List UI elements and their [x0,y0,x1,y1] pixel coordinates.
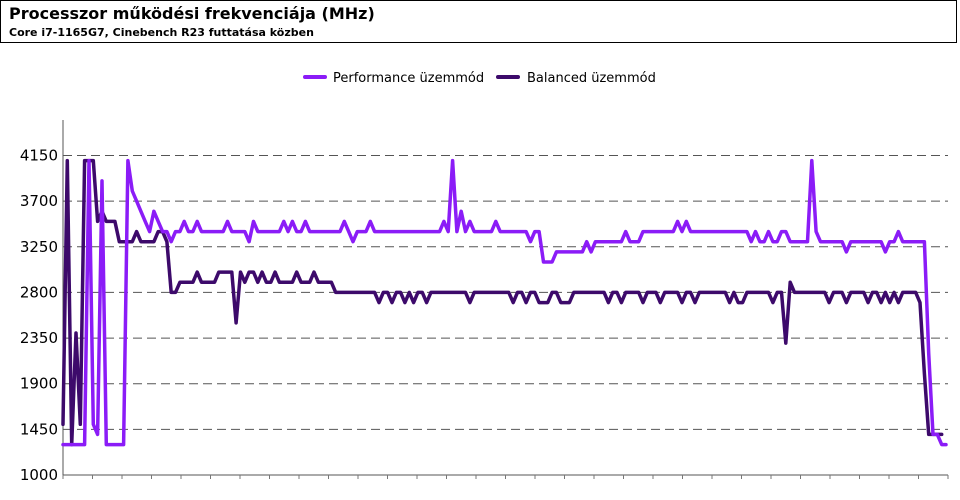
series-lines [61,158,948,447]
y-tick-label: 1000 [20,466,58,484]
legend-label: Balanced üzemmód [527,71,656,86]
y-tick-label: 3250 [20,238,58,256]
y-tick-label: 2350 [20,329,58,347]
y-tick-label: 2800 [20,283,58,301]
y-tick-label: 3700 [20,192,58,210]
legend: Performance üzemmód Balanced üzemmód [303,71,656,86]
legend-label: Performance üzemmód [333,71,484,86]
chart-header: Processzor működési frekvenciája (MHz) C… [0,0,957,43]
series-line-0 [61,158,948,447]
y-tick-label: 1900 [20,375,58,393]
axes [62,120,949,479]
y-tick-label: 4150 [20,147,58,165]
y-tick-labels: 1000 1450 1900 2350 2800 3250 3700 4150 [20,147,58,485]
y-tick-label: 1450 [20,420,58,438]
series-line-1 [61,158,944,447]
chart-title: Processzor működési frekvenciája (MHz) [9,4,375,23]
chart-subtitle: Core i7-1165G7, Cinebench R23 futtatása … [9,26,314,39]
